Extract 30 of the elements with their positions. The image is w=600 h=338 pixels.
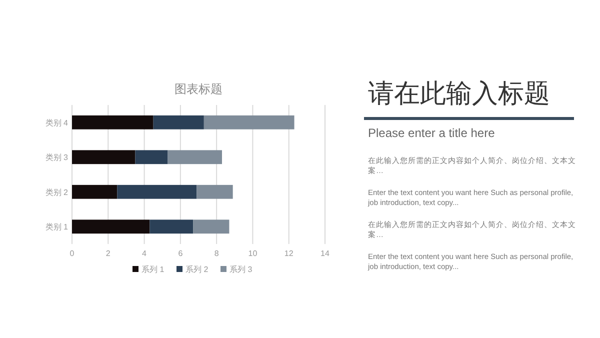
x-tick-label: 12: [284, 249, 294, 258]
y-tick-label: 类别 4: [45, 118, 69, 128]
bar: [72, 220, 150, 234]
text: Please enter a title here: [368, 126, 496, 140]
y-tick-label: 类别 2: [45, 188, 69, 197]
chart-title: 图表标题: [174, 82, 222, 96]
y-tick-label: 类别 1: [45, 222, 69, 232]
legend-label: 系列 3: [230, 265, 253, 274]
bar: [168, 150, 222, 164]
x-tick-label: 6: [178, 249, 184, 258]
y-tick-label: 类别 3: [45, 153, 69, 162]
x-tick-label: 10: [248, 249, 258, 258]
bar: [196, 184, 233, 199]
bar: [72, 115, 154, 130]
x-tick-label: 2: [106, 249, 111, 258]
x-tick-label: 0: [70, 249, 75, 258]
bar: [150, 220, 194, 234]
x-tick-label: 4: [142, 249, 148, 258]
bar: [72, 184, 118, 199]
bar: [72, 150, 136, 164]
x-tick-label: 14: [320, 249, 330, 258]
bar: [117, 184, 197, 199]
bar: [204, 115, 294, 130]
legend-label: 系列 1: [142, 265, 165, 274]
bar: [153, 115, 204, 130]
legend-label: 系列 2: [186, 265, 209, 274]
bar: [135, 150, 168, 164]
x-tick-label: 8: [214, 249, 220, 258]
bar: [193, 220, 230, 234]
text: 请在此输入标题: [368, 77, 551, 110]
